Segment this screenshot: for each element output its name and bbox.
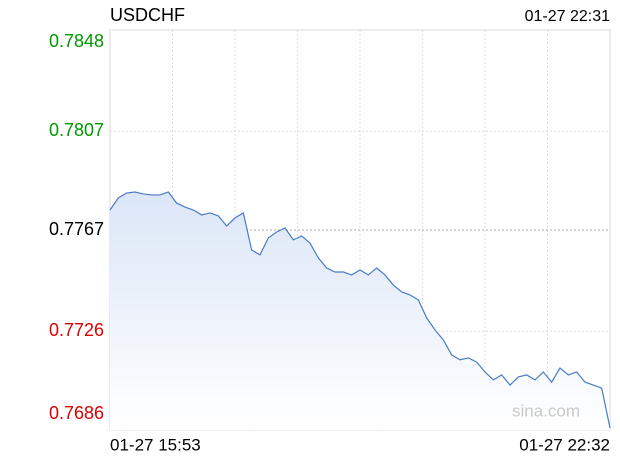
price-line xyxy=(109,191,611,429)
watermark: sina.com xyxy=(512,401,580,420)
x-tick-label: 01-27 22:32 xyxy=(519,435,610,454)
y-tick-label: 0.7767 xyxy=(49,219,104,239)
y-tick-label: 0.7807 xyxy=(49,120,104,140)
chart-title: USDCHF xyxy=(110,5,185,25)
y-tick-label: 0.7726 xyxy=(49,320,104,340)
x-tick-label: 01-27 15:53 xyxy=(110,435,201,454)
y-tick-label: 0.7848 xyxy=(49,31,104,51)
timestamp: 01-27 22:31 xyxy=(525,8,611,25)
y-tick-label: 0.7686 xyxy=(49,403,104,423)
area xyxy=(110,191,610,430)
